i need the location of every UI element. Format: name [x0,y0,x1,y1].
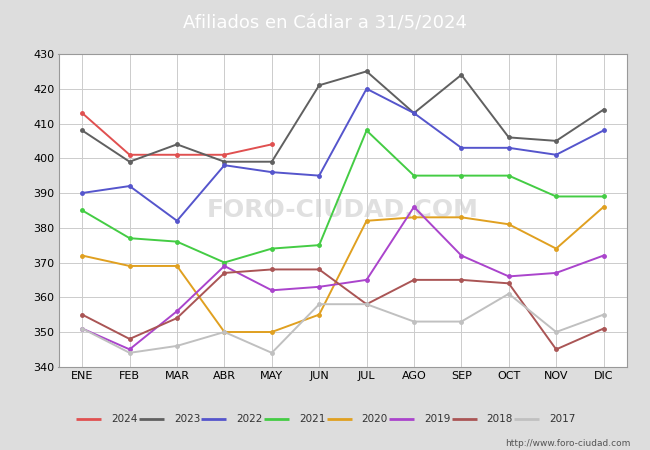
Text: 2019: 2019 [424,414,450,423]
Text: FORO-CIUDAD.COM: FORO-CIUDAD.COM [207,198,479,222]
Text: 2017: 2017 [549,414,576,423]
Text: 2022: 2022 [237,414,263,423]
Text: 2023: 2023 [174,414,200,423]
Text: 2024: 2024 [111,414,138,423]
Text: 2021: 2021 [299,414,326,423]
Text: 2018: 2018 [487,414,513,423]
Text: Afiliados en Cádiar a 31/5/2024: Afiliados en Cádiar a 31/5/2024 [183,14,467,33]
Text: 2020: 2020 [361,414,388,423]
Text: http://www.foro-ciudad.com: http://www.foro-ciudad.com [505,439,630,448]
